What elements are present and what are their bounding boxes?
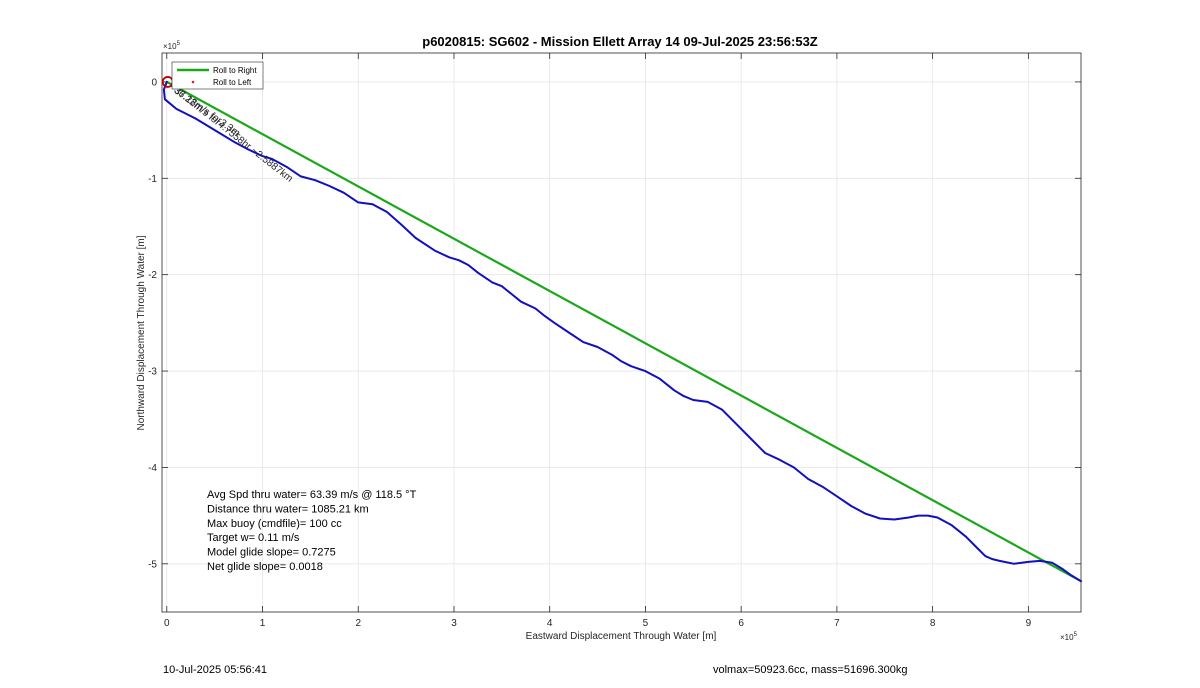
legend-label-roll-left: Roll to Left — [213, 78, 252, 87]
y-axis-label: Northward Displacement Through Water [m] — [136, 235, 147, 430]
y-tick-label: -4 — [148, 463, 157, 474]
annotations: ~36.22m/s for4.7558hr ~2.5887km~37.18m/s… — [167, 82, 295, 185]
legend-box — [171, 61, 264, 90]
legend-swatch-roll-left — [191, 80, 195, 84]
stats-line: Net glide slope= 0.0018 — [207, 561, 323, 573]
series-track — [162, 80, 1082, 583]
legend: Roll to Right Roll to Left — [171, 61, 264, 90]
axes-box — [161, 52, 1082, 613]
stats-block: Avg Spd thru water= 63.39 m/s @ 118.5 °T… — [207, 489, 417, 573]
chart-title: p6020815: SG602 - Mission Ellett Array 1… — [422, 34, 818, 49]
x-tick-label: 8 — [930, 618, 936, 629]
y-tick-label: -3 — [148, 367, 157, 378]
y-exponent: ×105 — [163, 41, 181, 51]
legend-label-roll-right: Roll to Right — [213, 66, 257, 75]
footer-info: volmax=50923.6cc, mass=51696.300kg — [713, 664, 908, 676]
x-tick-label: 3 — [451, 618, 457, 629]
axis-ticks: 0 1 2 3 4 5 6 7 8 9 0 -1 -2 -3 -4 -5 — [148, 53, 1081, 629]
x-tick-label: 0 — [164, 618, 170, 629]
y-tick-label: 0 — [151, 77, 157, 88]
stats-line: Max buoy (cmdfile)= 100 cc — [207, 518, 342, 530]
grid — [162, 53, 1081, 612]
x-tick-label: 2 — [355, 618, 361, 629]
x-tick-label: 6 — [738, 618, 744, 629]
y-tick-label: -2 — [148, 270, 157, 281]
x-tick-label: 4 — [547, 618, 553, 629]
x-tick-label: 1 — [260, 618, 266, 629]
stats-line: Model glide slope= 0.7275 — [207, 547, 336, 559]
series-roll-to-right — [165, 80, 1083, 583]
stats-line: Target w= 0.11 m/s — [207, 532, 300, 544]
footer-timestamp: 10-Jul-2025 05:56:41 — [163, 664, 267, 676]
x-exponent: ×105 — [1060, 632, 1078, 642]
stats-line: Distance thru water= 1085.21 km — [207, 503, 369, 515]
x-axis-label: Eastward Displacement Through Water [m] — [526, 631, 717, 642]
y-tick-label: -1 — [148, 174, 157, 185]
x-tick-label: 5 — [643, 618, 649, 629]
x-tick-label: 9 — [1026, 618, 1032, 629]
y-tick-label: -5 — [148, 559, 157, 570]
stats-line: Avg Spd thru water= 63.39 m/s @ 118.5 °T — [207, 489, 417, 501]
x-tick-label: 7 — [834, 618, 840, 629]
